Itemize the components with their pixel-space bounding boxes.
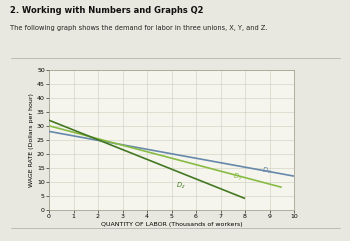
Text: The following graph shows the demand for labor in three unions, X, Y, and Z.: The following graph shows the demand for…: [10, 25, 268, 31]
X-axis label: QUANTITY OF LABOR (Thousands of workers): QUANTITY OF LABOR (Thousands of workers): [101, 222, 242, 227]
Text: $D_{y}$: $D_{y}$: [233, 172, 243, 183]
Text: $D_{z}$: $D_{z}$: [176, 181, 186, 191]
Text: $D_{x}$: $D_{x}$: [262, 166, 272, 176]
Y-axis label: WAGE RATE (Dollars per hour): WAGE RATE (Dollars per hour): [29, 93, 34, 187]
Text: 2. Working with Numbers and Graphs Q2: 2. Working with Numbers and Graphs Q2: [10, 6, 204, 15]
